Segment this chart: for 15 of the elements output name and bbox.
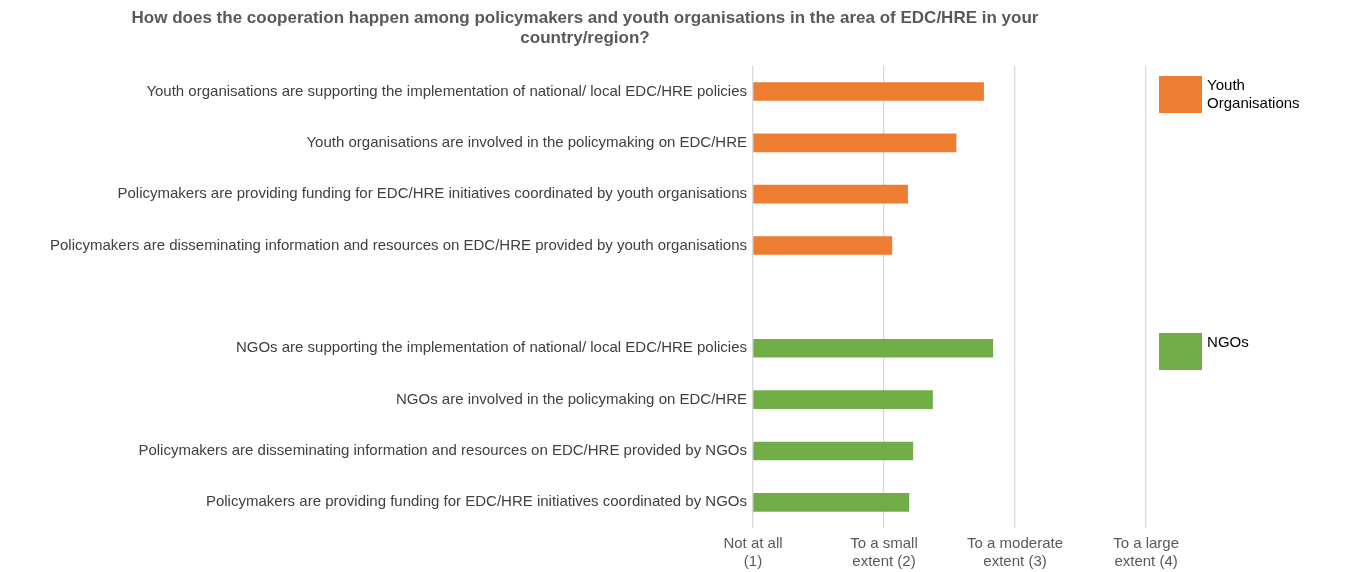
y-tick-label: Policymakers are providing funding for EDC/HRE initiatives coordinated by NGOs — [205, 492, 747, 510]
x-tick-label: To a large extent (4) — [1113, 533, 1179, 570]
text: Youth Organisations — [1207, 76, 1301, 113]
y-tick-label: Youth organisations are involved in the policymaking on EDC/HRE — [306, 132, 747, 150]
x-tick-label: To a moderate extent (3) — [967, 533, 1063, 570]
y-tick-label: NGOs are supporting the implementation of national/ local EDC/HRE policies — [235, 338, 747, 356]
y-tick-label: Youth organisations are supporting the implementation of national/ local EDC/HRE policies — [146, 81, 747, 99]
x-tick-label: To a small extent (2) — [850, 533, 918, 570]
y-tick-label: Policymakers are disseminating information and resources on EDC/HRE provided by NGOs — [138, 441, 747, 459]
y-tick-label: NGOs are involved in the policymaking on EDC/HRE — [396, 389, 747, 407]
y-tick-label: Policymakers are disseminating information and resources on EDC/HRE provided by youth organisations — [49, 235, 747, 253]
text: NGOs — [1207, 333, 1250, 352]
text: How does the cooperation happen among policymakers and youth organisations in the area of EDC/HRE in your country/region? — [131, 7, 1039, 48]
x-tick-label: Not at all (1) — [723, 533, 783, 570]
y-tick-label: Policymakers are providing funding for EDC/HRE initiatives coordinated by youth organisations — [117, 184, 747, 202]
